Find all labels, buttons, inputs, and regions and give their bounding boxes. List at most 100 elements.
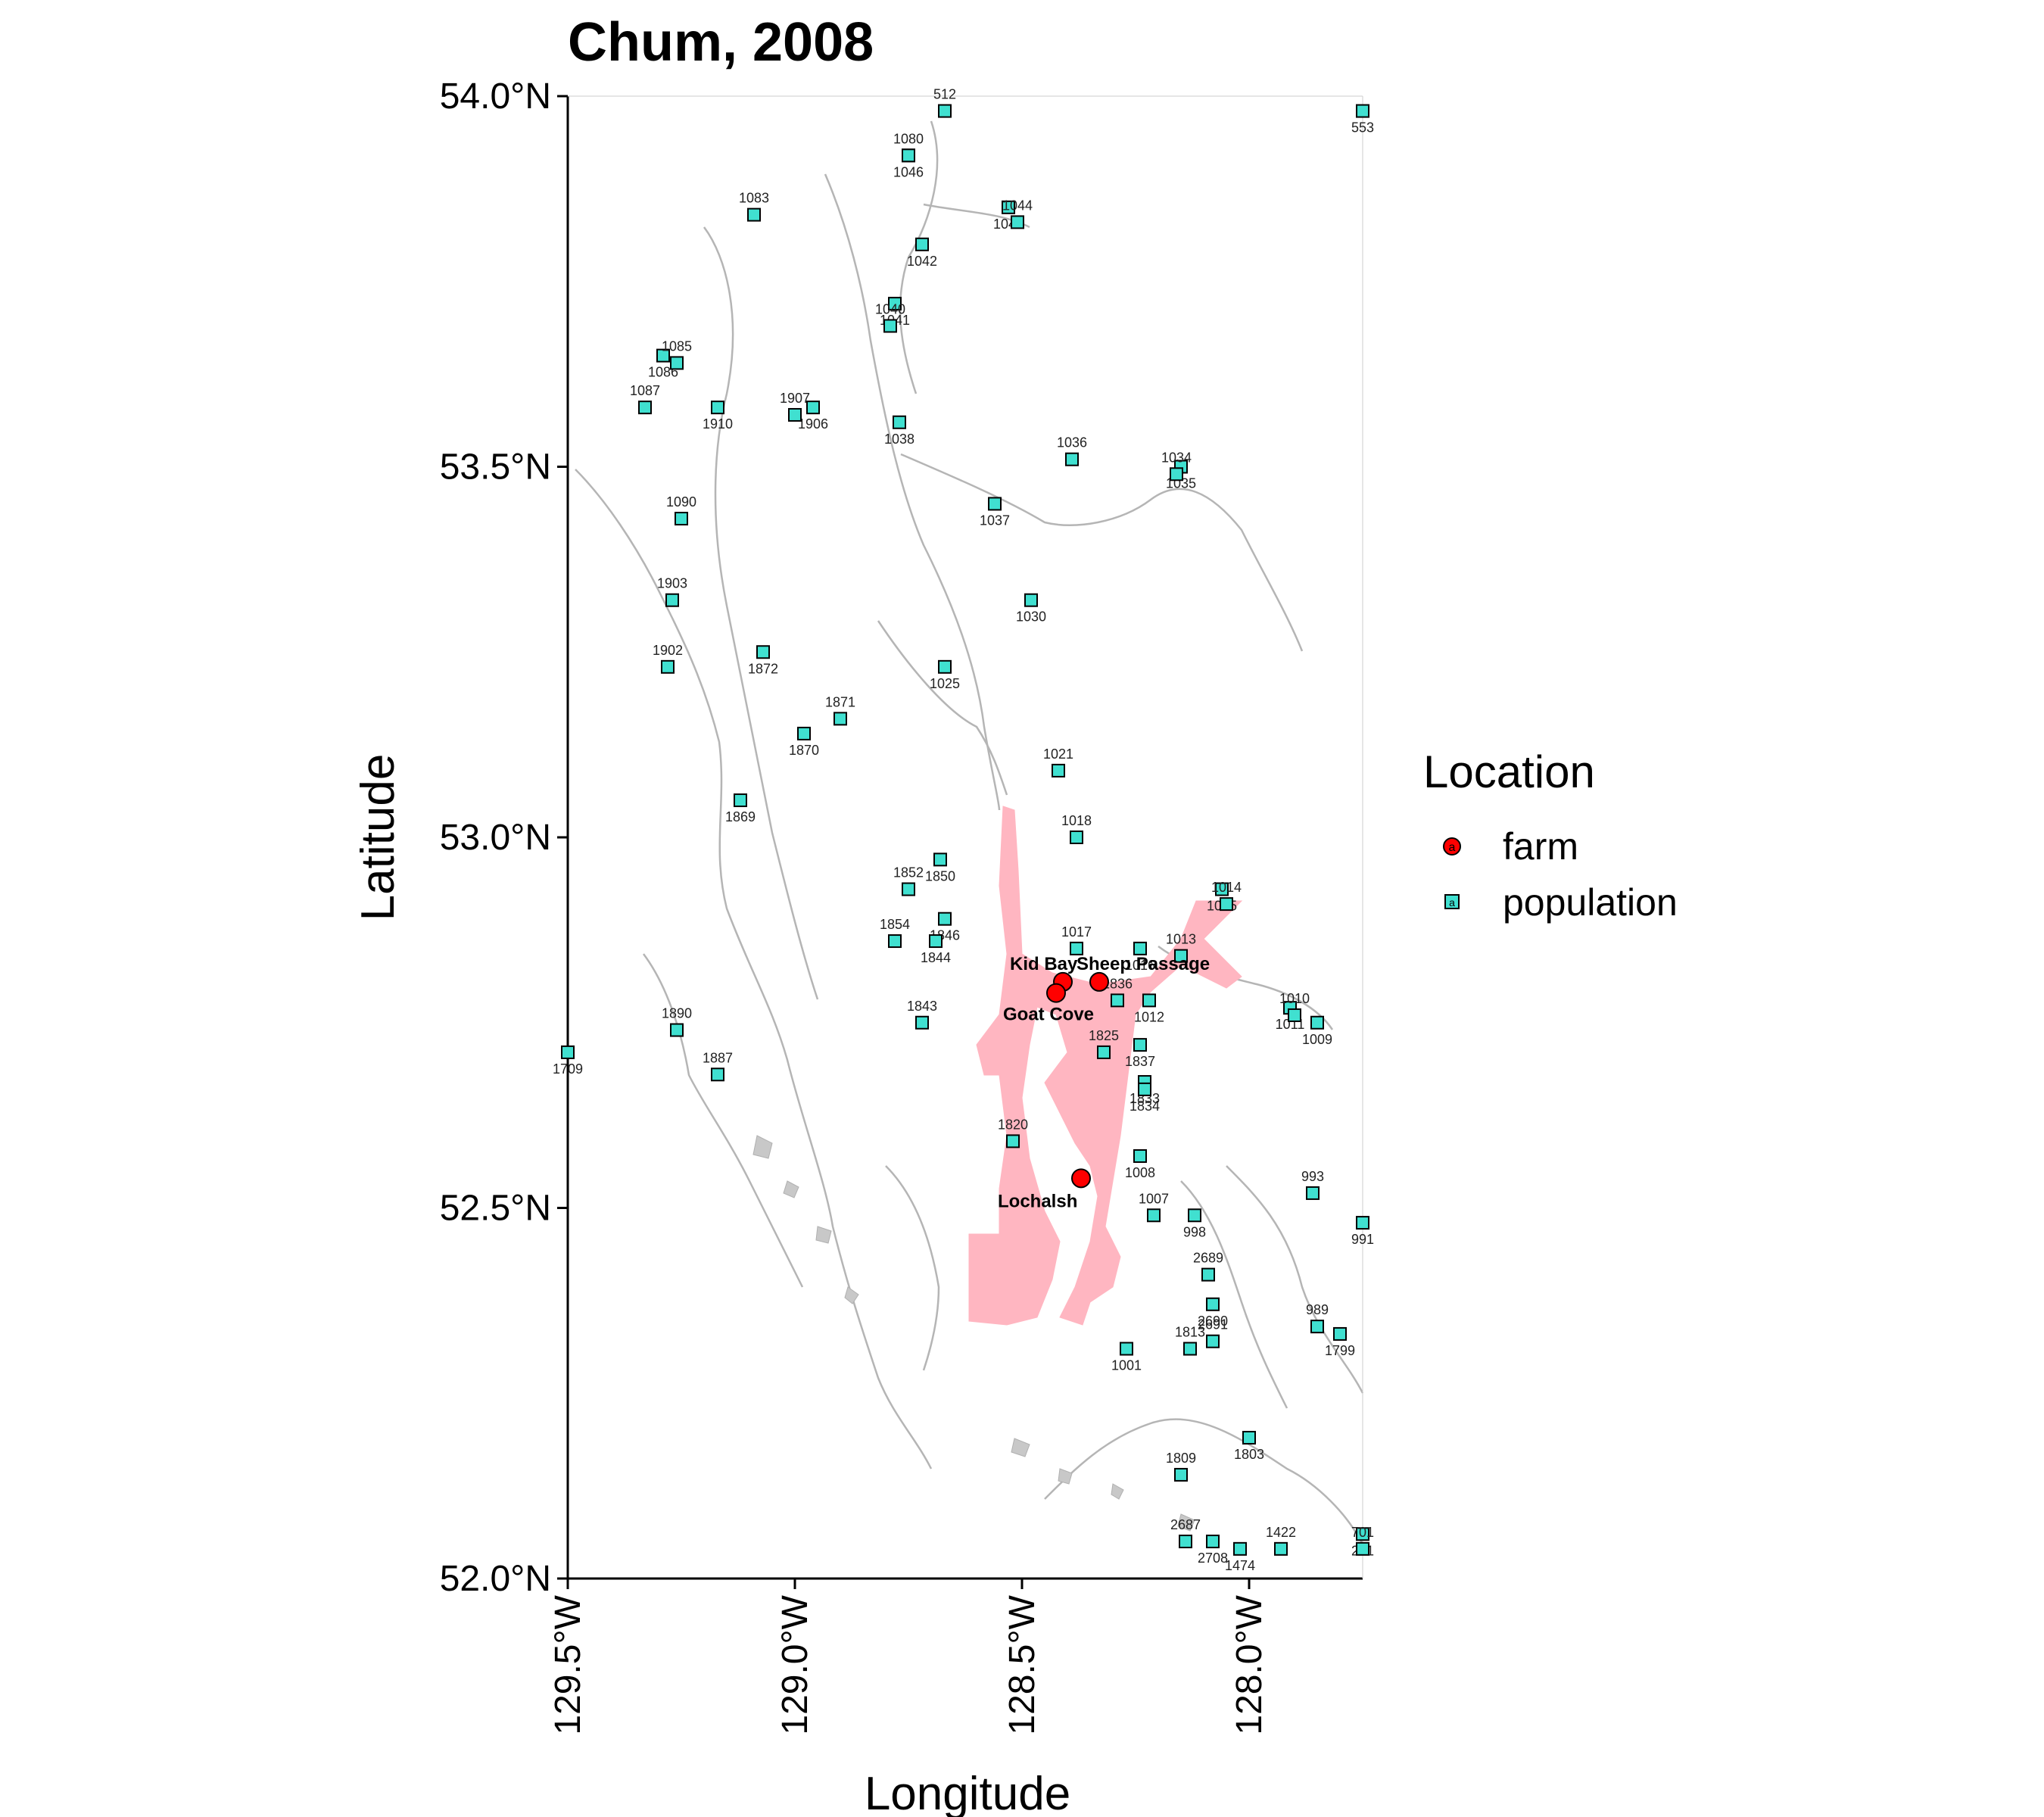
- population-symbol-icon: [1444, 894, 1460, 909]
- population-marker: 1040: [875, 301, 905, 333]
- population-label: 1025: [930, 676, 960, 691]
- farm-marker: Goat Cove: [1003, 983, 1094, 1025]
- population-marker: 998: [1183, 1208, 1206, 1239]
- panel-background: [568, 96, 1363, 1579]
- population-label: 993: [1301, 1169, 1324, 1184]
- population-square: [1070, 941, 1083, 955]
- population-square: [747, 207, 761, 222]
- population-label: 1001: [1111, 1358, 1142, 1373]
- population-square: [1174, 1467, 1188, 1482]
- kitimat-arm: [877, 620, 1008, 796]
- population-marker: 1809: [1166, 1451, 1196, 1482]
- x-tick-label: 128.0°W: [1229, 1594, 1270, 1734]
- population-marker: 1085: [662, 338, 692, 370]
- farm-symbol-letter: a: [1449, 841, 1456, 854]
- population-marker: 1087: [630, 383, 660, 415]
- population-label: 991: [1351, 1232, 1374, 1247]
- population-label: 1903: [657, 576, 687, 591]
- population-marker: 1869: [725, 793, 756, 824]
- population-label: 1869: [725, 809, 756, 824]
- population-marker: 1012: [1134, 993, 1164, 1024]
- population-label: 1902: [653, 643, 683, 658]
- population-square: [1024, 593, 1038, 607]
- population-marker: 1803: [1234, 1430, 1264, 1462]
- population-marker: 1872: [748, 645, 778, 676]
- population-square: [1170, 467, 1183, 482]
- legend: Location a farm a population: [1423, 746, 1678, 924]
- population-label: 1843: [907, 999, 937, 1014]
- population-square: [1310, 1015, 1324, 1030]
- population-square: [929, 934, 943, 949]
- farm-symbol-icon: [1443, 837, 1461, 856]
- legend-label-population: population: [1503, 881, 1678, 924]
- population-marker: 512: [933, 87, 956, 118]
- population-label: 1083: [739, 191, 769, 206]
- population-square: [1188, 1208, 1201, 1223]
- population-square: [915, 1015, 929, 1030]
- population-marker: 1890: [662, 1006, 692, 1037]
- population-label: 1833: [1129, 1091, 1160, 1106]
- population-label: 1907: [780, 391, 810, 406]
- y-axis-title: Latitude: [352, 754, 404, 921]
- population-marker: 2689: [1193, 1251, 1223, 1282]
- population-marker: 2691: [1198, 1317, 1228, 1348]
- population-square: [797, 726, 811, 740]
- population-label: 1046: [893, 164, 924, 179]
- population-marker: 1844: [921, 934, 951, 965]
- y-tick-label: 53.5°N: [440, 447, 551, 488]
- population-square: [1120, 1342, 1133, 1356]
- southeast-inlets: [1180, 1165, 1364, 1409]
- population-square: [1206, 1297, 1220, 1311]
- population-label: 1040: [875, 301, 905, 316]
- population-marker: 1820: [998, 1117, 1028, 1148]
- population-label: 1422: [1266, 1525, 1296, 1540]
- farm-label: Kid Bay: [1010, 954, 1078, 974]
- population-label: 1008: [1125, 1165, 1155, 1180]
- population-marker: 1825: [1089, 1028, 1119, 1059]
- population-marker: 2690: [1198, 1297, 1228, 1329]
- population-label: 1034: [1161, 450, 1192, 465]
- population-marker: 1813: [1175, 1325, 1205, 1356]
- population-label: 1012: [1134, 1009, 1164, 1024]
- population-square: [833, 712, 847, 726]
- population-label: 1906: [798, 416, 828, 432]
- population-square: [1065, 452, 1079, 466]
- outer-coast: [575, 469, 933, 1469]
- population-marker: 1906: [798, 400, 828, 432]
- population-label: 1850: [925, 868, 955, 884]
- population-square: [1242, 1430, 1256, 1445]
- population-marker: 1036: [1057, 435, 1087, 466]
- northern-inlet: [899, 120, 939, 394]
- population-square: [638, 400, 652, 415]
- population-square: [888, 934, 902, 949]
- population-label: 553: [1351, 120, 1374, 136]
- population-marker: 1834: [1129, 1082, 1160, 1114]
- population-square: [902, 148, 915, 163]
- population-marker: 1709: [553, 1045, 583, 1077]
- population-label: 1809: [1166, 1451, 1196, 1466]
- population-label: 1010: [1279, 991, 1310, 1006]
- southwest-island-cluster: [752, 1135, 859, 1304]
- population-square: [938, 659, 952, 674]
- population-square: [1111, 993, 1124, 1008]
- population-label: 1836: [1102, 976, 1133, 991]
- population-square: [665, 593, 679, 607]
- population-square: [915, 237, 929, 251]
- population-square: [1288, 1008, 1301, 1022]
- population-symbol-letter: a: [1449, 896, 1455, 908]
- population-marker: 1017: [1061, 924, 1092, 955]
- population-label: 1803: [1234, 1447, 1264, 1462]
- west-islands: [642, 953, 804, 1288]
- population-marker: 1907: [780, 391, 810, 422]
- farm-marker: Sheep Passage: [1077, 954, 1210, 992]
- population-square: [938, 104, 952, 118]
- population-square: [1179, 1535, 1192, 1549]
- population-marker: 2708: [1198, 1535, 1228, 1566]
- population-square: [656, 348, 670, 363]
- population-label: 1474: [1225, 1558, 1255, 1573]
- population-marker: 1852: [893, 865, 924, 896]
- population-label: 1799: [1325, 1343, 1355, 1358]
- population-label: 1844: [921, 950, 951, 965]
- population-square: [1356, 1527, 1369, 1541]
